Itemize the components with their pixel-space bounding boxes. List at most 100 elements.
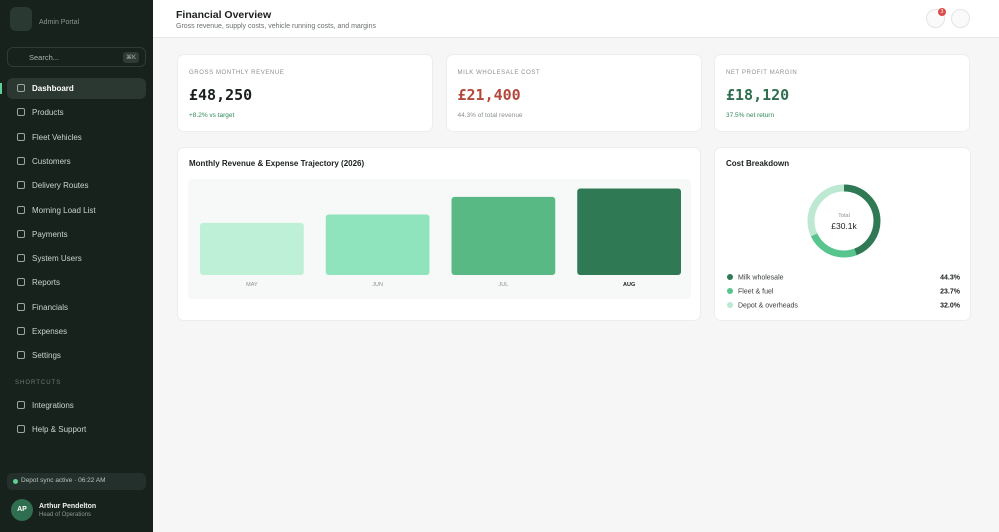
legend-swatch (727, 302, 733, 308)
sync-status: Depot sync active · 06:22 AM (7, 473, 146, 490)
badge: 3 (938, 8, 946, 16)
value-label: 23.7% (940, 289, 961, 296)
stat-card: NET PROFIT MARGIN £18,120 37.5% net return (714, 54, 970, 132)
nav-label: Expenses (32, 327, 68, 336)
theme-toggle[interactable] (951, 9, 970, 28)
user-role: Head of Operations (39, 512, 92, 518)
center-label: Total (838, 213, 850, 219)
chart-title: Monthly Revenue & Expense Trajectory (20… (189, 159, 365, 168)
nav-icon (17, 351, 25, 360)
nav-icon (17, 229, 25, 238)
header: Financial Overview Gross revenue, supply… (153, 0, 999, 38)
value-label: 32.0% (940, 303, 961, 310)
section-heading: SHORTCUTS (15, 380, 62, 386)
bar (200, 222, 304, 275)
x-tick-label: AUG (623, 282, 635, 288)
nav-item[interactable]: Expenses (7, 321, 146, 342)
nav-label: Help & Support (32, 425, 87, 435)
stat-card: MILK WHOLESALE COST £21,400 44.3% of total… (445, 54, 702, 132)
stat-note: 37.5% net return (726, 112, 775, 119)
nav-icon (17, 278, 25, 287)
donut-segment (807, 184, 881, 258)
nav-icon (17, 181, 25, 190)
nav-item[interactable]: Fleet Vehicles (7, 127, 146, 148)
nav-label: Fleet Vehicles (32, 132, 82, 142)
nav-label: Dashboard (32, 84, 74, 93)
bar (577, 188, 681, 275)
nav-item[interactable]: Dashboard (0, 78, 146, 99)
shortcut-key: ⌘K (122, 52, 139, 63)
legend-label: Fleet & fuel (738, 289, 774, 296)
nav-icon (17, 84, 25, 92)
donut-segment (807, 184, 881, 258)
nav-item[interactable]: Payments (7, 224, 146, 245)
plot-bg (188, 179, 691, 299)
nav-item[interactable]: System Users (7, 248, 146, 269)
nav-icon (17, 254, 25, 263)
nav-icon (17, 132, 25, 141)
nav-item[interactable]: Settings (7, 345, 146, 366)
search[interactable]: Search... ⌘K (7, 47, 146, 67)
stat-value: £48,250 (189, 86, 253, 104)
nav-label: Integrations (32, 401, 74, 410)
stat-value: £18,120 (726, 86, 790, 104)
stat-note: 44.3% of total revenue (457, 112, 523, 119)
nav-item[interactable]: Reports (7, 272, 146, 293)
page-subtitle: Gross revenue, supply costs, vehicle run… (176, 23, 376, 30)
nav-item[interactable]: Delivery Routes (7, 175, 146, 196)
sidebar: Admin Portal Search... ⌘K Dashboard Produc… (0, 0, 153, 532)
chart-card: Monthly Revenue & Expense Trajectory (20… (177, 147, 701, 321)
bar (325, 214, 430, 275)
nav-item[interactable]: Financials (7, 297, 146, 318)
bar (451, 196, 556, 275)
nav-label: Products (32, 108, 64, 118)
center-value: £30.1k (831, 221, 857, 231)
page-title: Financial Overview (176, 9, 272, 21)
legend-swatch (727, 288, 733, 294)
search-placeholder: Search... (29, 53, 60, 62)
legend-label: Depot & overheads (738, 303, 798, 310)
legend-swatch (727, 274, 733, 280)
nav-item[interactable]: Help & Support (7, 419, 146, 440)
stat-value: £21,400 (457, 86, 521, 104)
nav-item[interactable]: Customers (7, 151, 146, 172)
nav-label: Delivery Routes (32, 181, 89, 191)
stat-label: GROSS MONTHLY REVENUE (189, 70, 285, 76)
nav-label: Customers (32, 156, 71, 166)
logo (10, 7, 32, 31)
nav-icon (17, 425, 25, 434)
nav-label: Settings (32, 351, 61, 361)
notifications[interactable]: 3 (926, 8, 946, 28)
nav-label: System Users (32, 254, 82, 264)
nav-item[interactable]: Integrations (7, 395, 146, 416)
nav-item[interactable]: Products (7, 102, 146, 123)
x-tick-label: JUL (498, 282, 508, 288)
breakdown-card: Cost Breakdown Milk wholesale 44.3% Fleet … (714, 147, 971, 321)
portal-label: Admin Portal (39, 19, 80, 26)
x-tick-label: MAY (246, 282, 258, 288)
nav-icon (17, 156, 25, 165)
stat-label: MILK WHOLESALE COST (457, 70, 541, 76)
donut-chart: Milk wholesale 44.3% Fleet & fuel 23.7% Depo… (727, 184, 961, 310)
x-tick-label: JUN (372, 282, 383, 288)
stat-card: GROSS MONTHLY REVENUE £48,250 +8.2% vs tar… (177, 54, 433, 132)
nav-item[interactable]: Morning Load List (7, 200, 146, 221)
nav-icon (17, 302, 25, 311)
chart-title: Cost Breakdown (726, 159, 790, 168)
value-label: 44.3% (940, 275, 961, 282)
bar-chart: MAY JUN JUL AUG (188, 179, 691, 299)
nav-icon (17, 401, 25, 409)
nav-label: Payments (32, 229, 68, 239)
nav-icon (17, 327, 25, 335)
nav-icon (17, 205, 25, 214)
stat-label: NET PROFIT MARGIN (726, 70, 798, 76)
nav-label: Reports (32, 278, 61, 288)
nav-label: Financials (32, 302, 69, 312)
legend-label: Milk wholesale (738, 275, 784, 282)
stat-note: +8.2% vs target (189, 112, 235, 119)
user-name: Arthur Pendelton (39, 503, 97, 510)
nav-icon (17, 108, 25, 117)
nav-label: Morning Load List (32, 205, 96, 215)
avatar[interactable]: AP (11, 499, 33, 521)
